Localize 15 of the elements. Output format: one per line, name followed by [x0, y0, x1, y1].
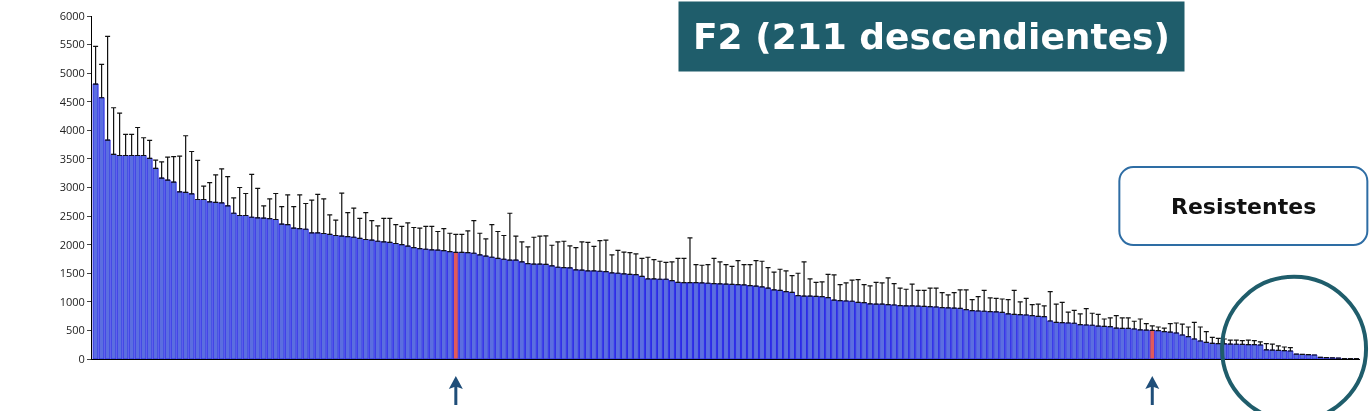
y-tick-label: 4000 — [59, 122, 85, 138]
y-tick-label: 1500 — [59, 265, 85, 281]
y-tick-label: 2500 — [59, 207, 85, 223]
y-tick-label: 500 — [65, 322, 85, 338]
y-tick-label: 1000 — [59, 293, 85, 309]
y-tick-label: 3000 — [59, 179, 85, 195]
y-tick-label: 5000 — [59, 65, 85, 81]
annotation: Resistentes — [1171, 194, 1317, 219]
y-tick-label: 6000 — [59, 7, 85, 23]
y-tick-label: 4500 — [59, 93, 85, 109]
y-tick-label: 3500 — [59, 150, 85, 166]
y-tick-label: 2000 — [59, 236, 85, 252]
y-tick-label: 0 — [78, 350, 85, 366]
chart-title: F2 (211 descendientes) — [693, 16, 1170, 57]
y-tick-label: 5500 — [59, 36, 85, 52]
